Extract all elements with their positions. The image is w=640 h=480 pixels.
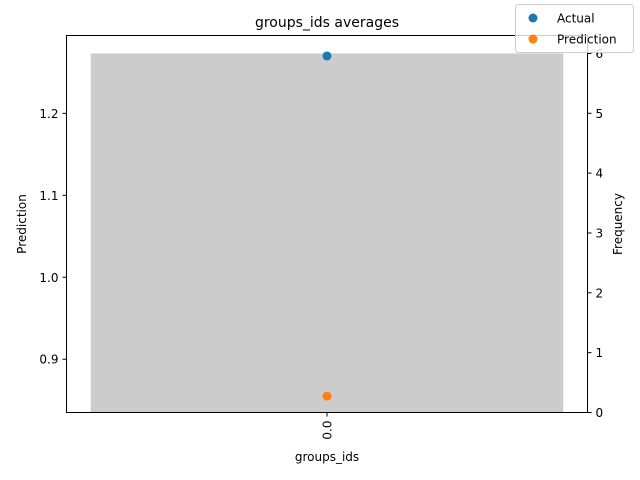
point-actual	[322, 51, 332, 61]
legend-label-prediction: Prediction	[557, 33, 617, 47]
legend: Actual Prediction	[515, 4, 634, 53]
x-tick-label: 0.0	[321, 421, 335, 440]
left-axis-ticks: 0.9 1.0 1.1 1.2	[39, 107, 67, 367]
frequency-bars	[90, 53, 564, 413]
x-axis-ticks: 0.0	[321, 412, 335, 440]
legend-marker-prediction	[528, 34, 538, 44]
chart-title: groups_ids averages	[255, 15, 399, 31]
right-tick-label: 6	[596, 47, 604, 61]
left-tick-label: 0.9	[39, 353, 58, 367]
data-points	[322, 51, 332, 401]
y-axis-label-right: Frequency	[611, 193, 625, 255]
x-axis-label: groups_ids	[295, 450, 359, 464]
right-tick-label: 1	[596, 346, 604, 360]
right-tick-label: 2	[596, 286, 604, 300]
legend-marker-actual	[528, 13, 538, 23]
left-tick-label: 1.1	[39, 189, 58, 203]
point-prediction	[322, 391, 332, 401]
frequency-bar	[90, 53, 564, 413]
legend-label-actual: Actual	[557, 12, 595, 26]
left-tick-label: 1.2	[39, 107, 58, 121]
right-tick-label: 4	[596, 167, 604, 181]
right-axis-ticks: 0 1 2 3 4 5 6	[587, 47, 604, 420]
y-axis-label-left: Prediction	[15, 194, 29, 254]
left-tick-label: 1.0	[39, 271, 58, 285]
right-tick-label: 0	[596, 406, 604, 420]
right-tick-label: 3	[596, 226, 604, 240]
legend-frame	[515, 4, 634, 53]
right-tick-label: 5	[596, 107, 604, 121]
